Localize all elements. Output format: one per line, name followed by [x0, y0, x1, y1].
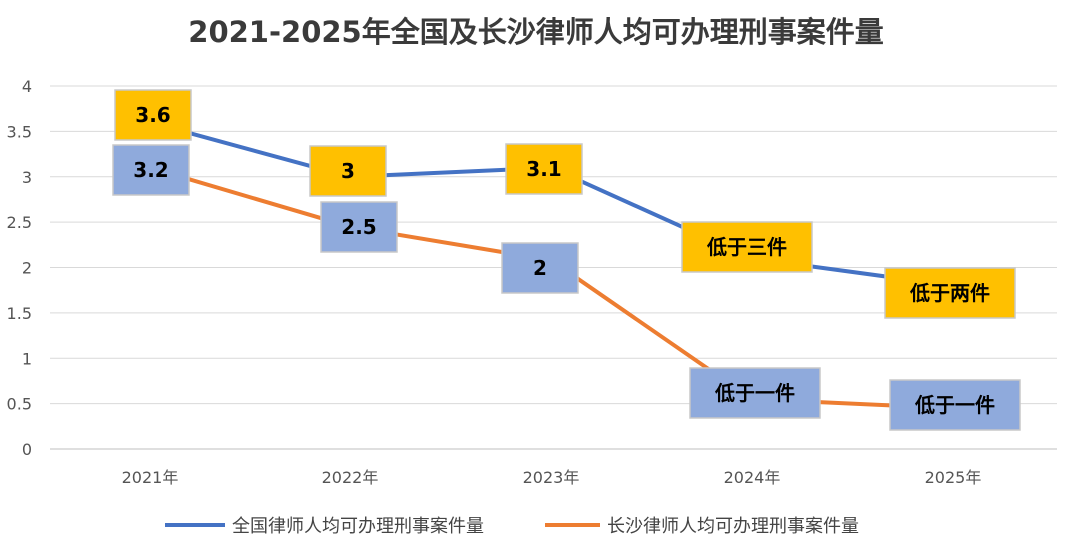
x-tick-label: 2022年 — [322, 468, 379, 487]
data-label-box — [309, 145, 387, 197]
x-tick-label: 2023年 — [523, 468, 580, 487]
data-label: 3 — [309, 145, 387, 197]
data-label: 3.2 — [112, 144, 190, 196]
data-label-box — [501, 242, 579, 294]
data-label-box — [505, 143, 583, 195]
y-tick-label: 0.5 — [7, 395, 32, 414]
data-label-box — [689, 367, 821, 419]
data-label-text: 2 — [533, 256, 547, 280]
data-label-text: 低于三件 — [706, 235, 787, 259]
data-label-box — [114, 89, 192, 141]
y-tick-label: 3 — [22, 168, 32, 187]
x-tick-label: 2024年 — [724, 468, 781, 487]
data-label: 2 — [501, 242, 579, 294]
y-tick-label: 2 — [22, 259, 32, 278]
data-label-box — [320, 201, 398, 253]
data-label: 3.6 — [114, 89, 192, 141]
chart-title: 2021-2025年全国及长沙律师人均可办理刑事案件量 — [188, 15, 883, 49]
y-axis-ticks: 0 0.5 1 1.5 2 2.5 3 3.5 4 — [7, 77, 32, 459]
data-label-text: 低于一件 — [914, 393, 995, 417]
data-label: 低于三件 — [681, 221, 813, 273]
data-label: 3.1 — [505, 143, 583, 195]
y-tick-label: 1 — [22, 349, 32, 368]
y-tick-label: 1.5 — [7, 304, 32, 323]
data-label: 低于一件 — [689, 367, 821, 419]
data-label-box — [112, 144, 190, 196]
y-tick-label: 3.5 — [7, 122, 32, 141]
legend-label: 长沙律师人均可办理刑事案件量 — [607, 516, 859, 537]
y-tick-label: 0 — [22, 440, 32, 459]
data-label: 2.5 — [320, 201, 398, 253]
data-label-text: 低于一件 — [714, 381, 795, 405]
legend-item: 全国律师人均可办理刑事案件量 — [165, 516, 484, 537]
legend: 全国律师人均可办理刑事案件量 长沙律师人均可办理刑事案件量 — [165, 516, 859, 537]
y-tick-label: 2.5 — [7, 213, 32, 232]
data-label-text: 3.2 — [133, 158, 168, 182]
data-label-box — [681, 221, 813, 273]
legend-label: 全国律师人均可办理刑事案件量 — [232, 516, 484, 537]
x-tick-label: 2025年 — [925, 468, 982, 487]
data-label-text: 3 — [341, 159, 355, 183]
data-label: 低于两件 — [884, 267, 1016, 319]
data-label-text: 3.6 — [135, 103, 170, 127]
data-label-text: 2.5 — [341, 215, 376, 239]
data-label-box — [884, 267, 1016, 319]
legend-item: 长沙律师人均可办理刑事案件量 — [545, 516, 859, 537]
data-label-text: 3.1 — [526, 157, 561, 181]
data-label: 低于一件 — [889, 379, 1021, 431]
data-label-box — [889, 379, 1021, 431]
x-axis-ticks: 2021年 2022年 2023年 2024年 2025年 — [122, 468, 982, 487]
x-tick-label: 2021年 — [122, 468, 179, 487]
y-tick-label: 4 — [22, 77, 32, 96]
data-label-text: 低于两件 — [909, 281, 990, 305]
